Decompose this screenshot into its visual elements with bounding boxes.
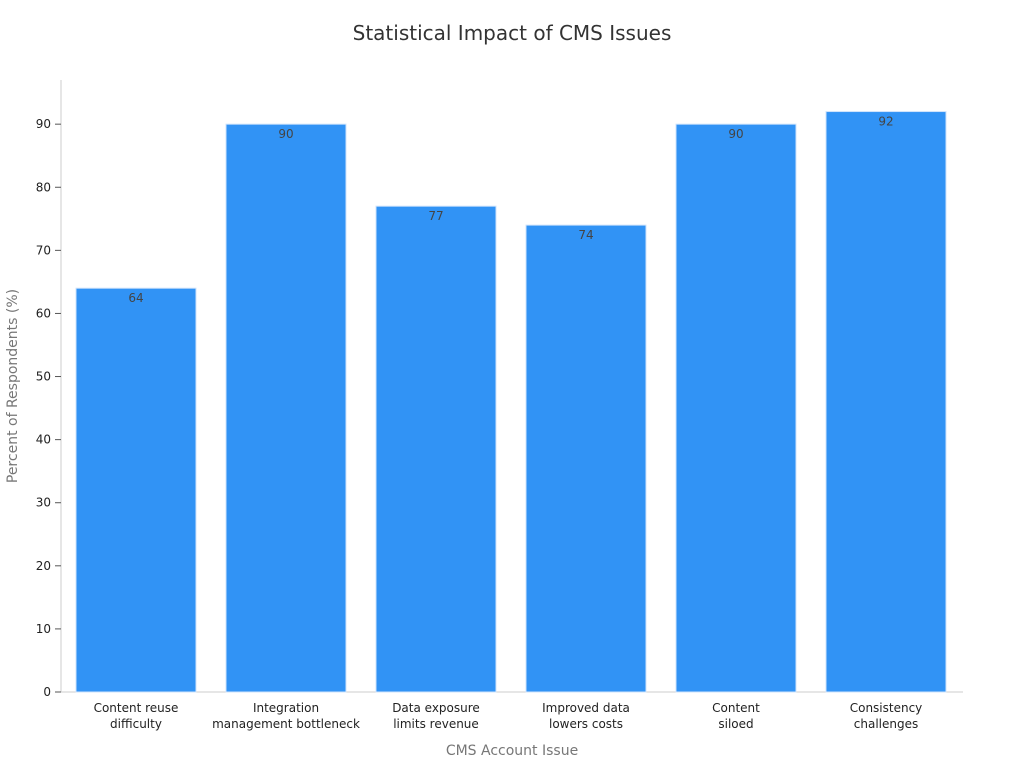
bar-value-label: 64 xyxy=(128,291,143,305)
y-tick-label: 10 xyxy=(36,622,51,636)
bar-value-label: 90 xyxy=(728,127,743,141)
y-tick-label: 30 xyxy=(36,496,51,510)
bar xyxy=(75,287,197,693)
y-tick-label: 40 xyxy=(36,433,51,447)
data-labels-group: 64 90 77 74 90 92 xyxy=(128,115,893,306)
bars-group xyxy=(75,111,947,693)
x-category-label: Integration management bottleneck xyxy=(212,701,360,731)
x-axis-categories: Content reuse difficulty Integration manage… xyxy=(94,701,923,731)
bar-value-label: 74 xyxy=(578,228,593,242)
bar-value-label: 90 xyxy=(278,127,293,141)
x-category-label: Content siloed xyxy=(712,701,760,731)
y-tick-label: 80 xyxy=(36,180,51,194)
y-axis-label: Percent of Respondents (%) xyxy=(5,289,21,483)
y-tick-label: 20 xyxy=(36,559,51,573)
y-tick-label: 60 xyxy=(36,306,51,320)
bar-value-label: 92 xyxy=(878,115,893,129)
bar xyxy=(675,123,797,693)
x-category-label: Improved data lowers costs xyxy=(542,701,630,731)
bar-value-label: 77 xyxy=(428,209,443,223)
bar xyxy=(825,111,947,693)
chart-title: Statistical Impact of CMS Issues xyxy=(353,21,672,45)
x-category-label: Content reuse difficulty xyxy=(94,701,179,731)
bar xyxy=(525,224,647,693)
y-tick-label: 0 xyxy=(43,685,51,699)
x-category-label: Data exposure limits revenue xyxy=(392,701,480,731)
y-tick-label: 90 xyxy=(36,117,51,131)
bar xyxy=(375,205,497,693)
x-category-label: Consistency challenges xyxy=(850,701,923,731)
x-axis-label: CMS Account Issue xyxy=(446,743,578,759)
y-tick-label: 70 xyxy=(36,243,51,257)
y-axis-ticks: 0 10 20 30 40 50 60 70 80 90 xyxy=(36,117,61,699)
y-tick-label: 50 xyxy=(36,370,51,384)
bar xyxy=(225,123,347,693)
